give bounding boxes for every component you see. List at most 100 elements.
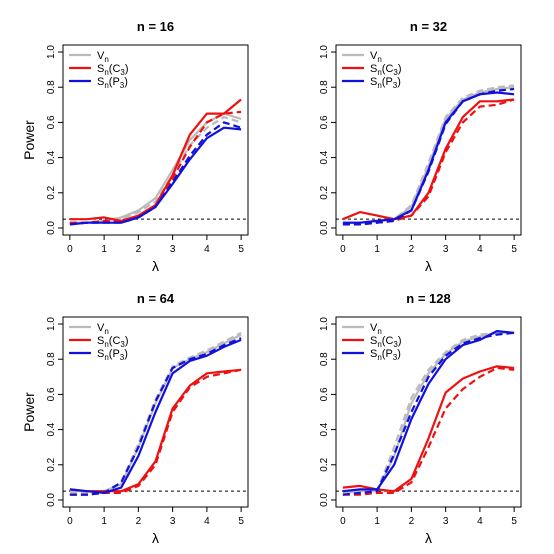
legend-label-subscript: n bbox=[104, 327, 108, 336]
y-tick-label: 1.0 bbox=[319, 45, 330, 59]
x-tick-label: 5 bbox=[238, 244, 244, 255]
legend-label-tail: (C bbox=[109, 335, 121, 347]
legend-label: Sn(C3) bbox=[97, 63, 129, 77]
legend-label-subscript: n bbox=[104, 55, 108, 64]
legend-label-tail: (C bbox=[382, 63, 394, 75]
series-line-v-dashed bbox=[342, 331, 515, 496]
series-line-sp-dashed bbox=[69, 337, 242, 496]
x-tick-label: 4 bbox=[204, 516, 210, 527]
panel-title: n = 64 bbox=[137, 291, 175, 306]
x-tick-label: 5 bbox=[511, 244, 517, 255]
x-tick-label: 3 bbox=[170, 516, 176, 527]
series-line-sc-dashed bbox=[342, 98, 515, 226]
legend-label-base: S bbox=[97, 63, 104, 75]
legend-label-close: ) bbox=[125, 63, 129, 75]
legend-label: Sn(P3) bbox=[97, 76, 128, 90]
legend-label: Sn(C3) bbox=[97, 335, 129, 349]
legend-label-subscript: 3 bbox=[393, 353, 398, 362]
legend-label-tail: (P bbox=[382, 348, 393, 360]
y-tick-label: 1.0 bbox=[46, 317, 57, 331]
series-line-sc-dashed bbox=[342, 366, 515, 496]
panel-title: n = 32 bbox=[410, 19, 447, 34]
panel-title: n = 16 bbox=[137, 19, 174, 34]
series-line-sp-solid bbox=[342, 91, 515, 224]
y-tick-label: 0.8 bbox=[46, 80, 57, 94]
y-tick-label: 0.8 bbox=[319, 80, 330, 94]
panel-1: n = 160 1 2 3 4 50.00.20.40.60.81.0λPowerVnSn… bbox=[21, 19, 249, 274]
x-tick-label: 2 bbox=[136, 244, 142, 255]
legend-label-tail: (P bbox=[109, 348, 120, 360]
x-tick-label: 0 bbox=[340, 516, 346, 527]
x-tick-label: 2 bbox=[136, 516, 142, 527]
legend-label-tail: (C bbox=[382, 335, 394, 347]
legend-label-subscript: n bbox=[377, 68, 381, 77]
legend-label-base: S bbox=[97, 335, 104, 347]
x-tick-label: 0 bbox=[67, 516, 73, 527]
y-tick-label: 0.8 bbox=[319, 352, 330, 366]
x-tick-label: 2 bbox=[409, 516, 415, 527]
legend-label-close: ) bbox=[398, 335, 402, 347]
plot-frame bbox=[335, 44, 522, 236]
legend-label: Sn(C3) bbox=[370, 63, 402, 77]
legend-label-subscript: 3 bbox=[120, 68, 125, 77]
legend-label-base: V bbox=[370, 50, 378, 62]
legend-label: Sn(C3) bbox=[370, 335, 402, 349]
y-tick-label: 0.6 bbox=[319, 115, 330, 129]
y-tick-label: 0.0 bbox=[46, 493, 57, 507]
legend-label-tail: (P bbox=[109, 76, 120, 88]
series-line-v-solid bbox=[342, 86, 515, 224]
y-axis-label: Power bbox=[21, 120, 37, 160]
x-axis: 0 1 2 3 4 5 bbox=[67, 507, 244, 527]
legend-label-base: V bbox=[97, 322, 105, 334]
y-axis: 0.0 0.2 0.4 0.6 0.8 1.0 bbox=[46, 317, 63, 507]
series-line-sp-dashed bbox=[342, 87, 515, 226]
legend-label-base: S bbox=[97, 76, 104, 88]
y-tick-label: 0.2 bbox=[319, 185, 330, 199]
legend-label-tail: (P bbox=[382, 76, 393, 88]
series-line-sc-solid bbox=[342, 98, 515, 221]
y-tick-label: 0.6 bbox=[46, 115, 57, 129]
y-axis-label: Power bbox=[21, 392, 37, 432]
legend-label-subscript: n bbox=[104, 68, 108, 77]
plot-frame bbox=[335, 316, 522, 508]
y-tick-label: 1.0 bbox=[46, 45, 57, 59]
legend-label-close: ) bbox=[124, 76, 128, 88]
x-tick-label: 3 bbox=[170, 244, 176, 255]
legend-label-subscript: 3 bbox=[393, 81, 398, 90]
legend-label-base: S bbox=[370, 63, 377, 75]
legend-label: Sn(P3) bbox=[370, 348, 401, 362]
y-tick-label: 0.2 bbox=[46, 185, 57, 199]
series-line-v-dashed bbox=[342, 84, 515, 226]
legend-label-close: ) bbox=[398, 63, 402, 75]
y-tick-label: 0.4 bbox=[46, 150, 57, 164]
x-tick-label: 4 bbox=[477, 516, 483, 527]
x-tick-label: 5 bbox=[511, 516, 517, 527]
y-tick-label: 0.4 bbox=[319, 150, 330, 164]
legend-label: Vn bbox=[97, 50, 109, 64]
series-line-sp-solid bbox=[342, 330, 515, 493]
legend-label-subscript: n bbox=[377, 55, 381, 64]
x-tick-label: 5 bbox=[238, 516, 244, 527]
x-tick-label: 1 bbox=[101, 516, 107, 527]
panel-3: n = 640 1 2 3 4 50.00.20.40.60.81.0λPowerVnSn… bbox=[21, 291, 249, 546]
series-line-sp-solid bbox=[69, 126, 242, 226]
legend-label-base: S bbox=[97, 348, 104, 360]
y-tick-label: 0.4 bbox=[319, 422, 330, 436]
x-axis-label: λ bbox=[425, 258, 432, 274]
y-axis: 0.0 0.2 0.4 0.6 0.8 1.0 bbox=[319, 45, 336, 235]
y-tick-label: 0.6 bbox=[46, 387, 57, 401]
legend-label-base: V bbox=[97, 50, 105, 62]
y-tick-label: 0.8 bbox=[46, 352, 57, 366]
legend-label-subscript: n bbox=[104, 81, 108, 90]
x-tick-label: 4 bbox=[477, 244, 483, 255]
legend-label: Vn bbox=[97, 322, 109, 336]
x-tick-label: 3 bbox=[443, 244, 449, 255]
legend-label-base: S bbox=[370, 348, 377, 360]
series-line-sp-dashed bbox=[69, 121, 242, 226]
legend-label-base: V bbox=[370, 322, 378, 334]
legend-label-subscript: 3 bbox=[120, 353, 125, 362]
x-axis-label: λ bbox=[425, 530, 432, 546]
